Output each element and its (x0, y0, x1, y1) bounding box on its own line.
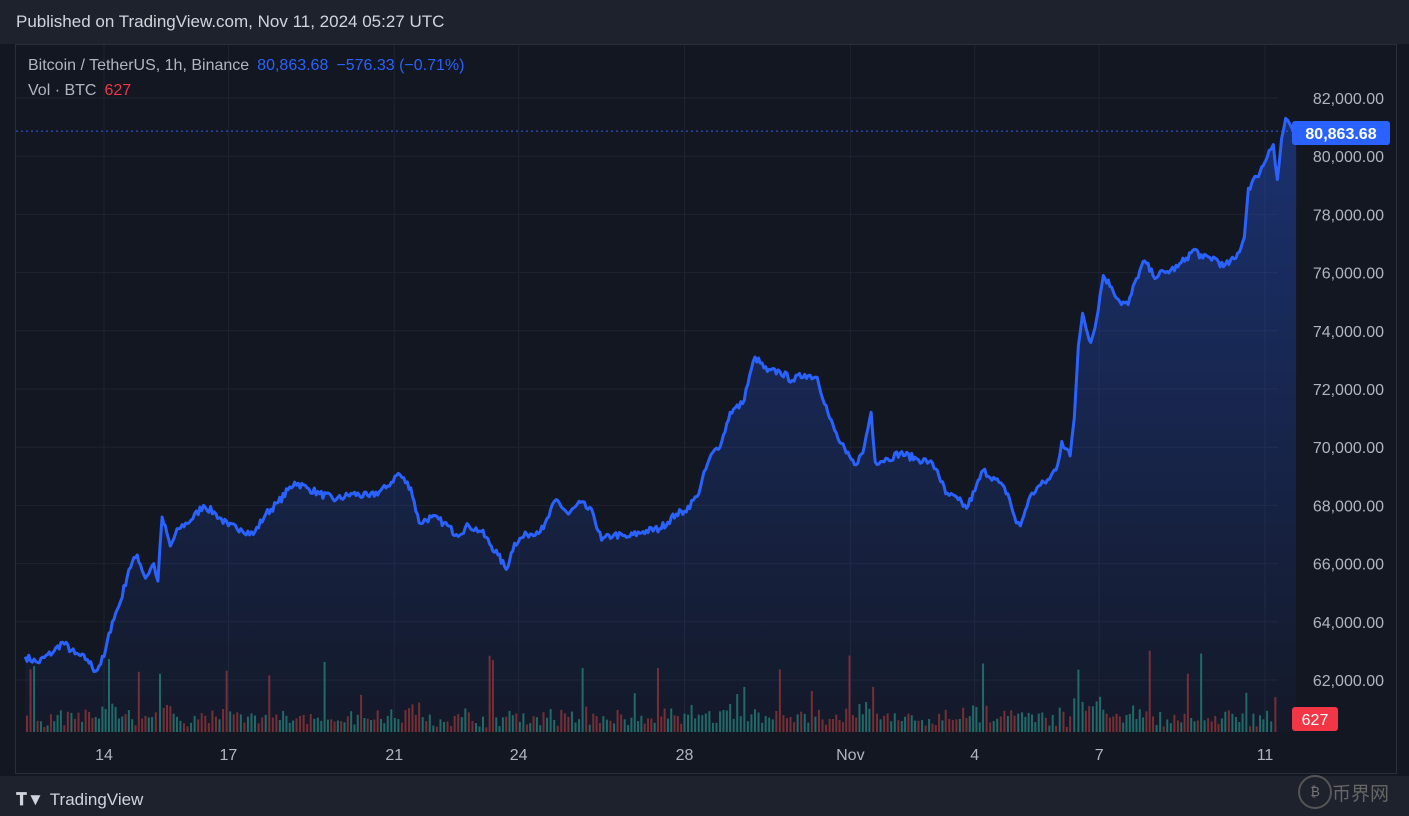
published-caption: Published on TradingView.com, Nov 11, 20… (16, 12, 445, 31)
last-price-tag: 80,863.68 (1292, 121, 1390, 145)
y-tick-label: 82,000.00 (1313, 91, 1384, 108)
x-tick-label: 7 (1095, 747, 1104, 764)
tradingview-logo[interactable]: 𝐓▼ TradingView (16, 790, 143, 810)
volume-label: Vol · BTC (28, 82, 97, 99)
volume-tag-text: 627 (1302, 712, 1329, 729)
price-line (23, 116, 1297, 674)
x-tick-label: 21 (385, 747, 403, 764)
x-tick-label: 14 (95, 747, 113, 764)
price-change: −576.33 (−0.71%) (336, 57, 465, 74)
volume-legend[interactable]: Vol · BTC 627 (28, 82, 131, 100)
header-bar (0, 0, 1409, 44)
last-price-tag-text: 80,863.68 (1305, 126, 1376, 143)
y-tick-label: 70,000.00 (1313, 440, 1384, 457)
y-tick-label: 74,000.00 (1313, 324, 1384, 341)
footer-bar (0, 776, 1409, 816)
x-tick-label: 11 (1257, 747, 1274, 764)
x-tick-label: Nov (836, 747, 864, 764)
y-tick-label: 66,000.00 (1313, 557, 1384, 574)
y-tick-label: 62,000.00 (1313, 673, 1384, 690)
volume-value: 627 (104, 82, 132, 99)
last-price-value: 80,863.68 (257, 57, 329, 74)
x-tick-label: 28 (676, 747, 694, 764)
x-tick-label: 24 (510, 747, 528, 764)
y-tick-label: 72,000.00 (1313, 382, 1384, 399)
tradingview-brand: TradingView (49, 790, 144, 809)
y-tick-label: 80,000.00 (1313, 149, 1384, 166)
y-axis: 82,000.00 80,000.00 78,000.00 76,000.00 74,0… (1313, 91, 1384, 690)
x-tick-label: 17 (219, 747, 237, 764)
y-tick-label: 76,000.00 (1313, 266, 1384, 283)
y-tick-label: 78,000.00 (1313, 207, 1384, 224)
x-tick-label: 4 (970, 747, 979, 764)
symbol-legend[interactable]: Bitcoin / TetherUS, 1h, Binance 80,863.68… (28, 57, 464, 75)
volume-tag: 627 (1292, 707, 1338, 731)
bitcoin-coin-icon: ₿ (1298, 775, 1332, 809)
watermark-text: 币界网 (1332, 784, 1390, 805)
tradingview-icon: 𝐓▼ (16, 790, 44, 809)
y-tick-label: 64,000.00 (1313, 615, 1384, 632)
y-tick-label: 68,000.00 (1313, 498, 1384, 515)
symbol-name: Bitcoin / TetherUS, 1h, Binance (28, 57, 250, 74)
x-axis: 14 17 21 24 28 Nov 4 7 11 (95, 747, 1273, 764)
price-area (25, 118, 1297, 732)
